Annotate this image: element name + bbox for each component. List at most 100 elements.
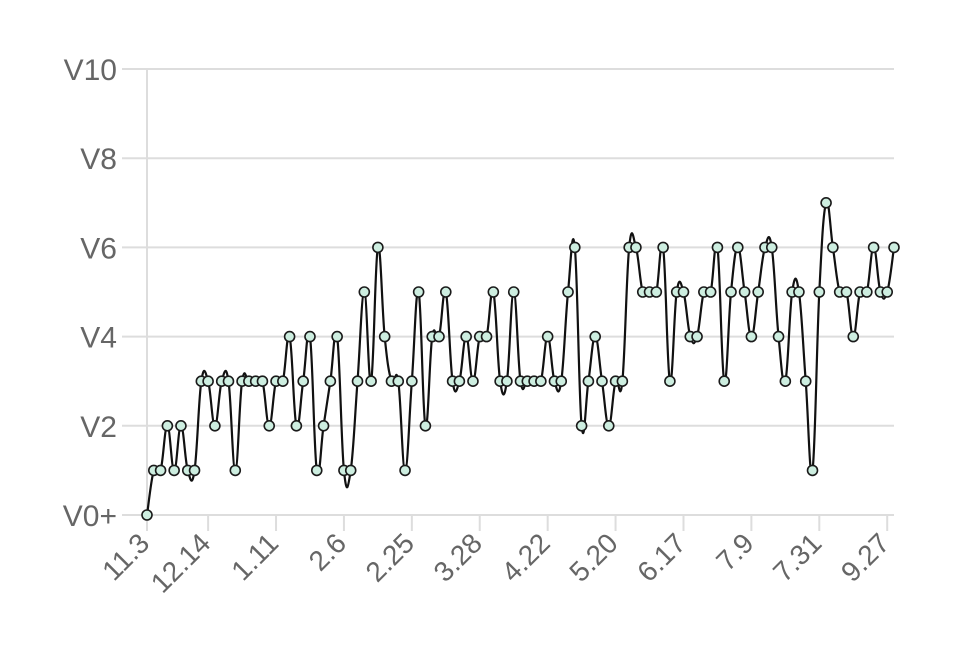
data-point bbox=[372, 241, 384, 254]
axis-layer bbox=[146, 69, 889, 531]
data-point bbox=[575, 419, 588, 432]
data-point bbox=[677, 286, 690, 298]
series-line bbox=[145, 200, 896, 516]
x-tick-label: 1.11 bbox=[225, 527, 284, 586]
data-point bbox=[419, 419, 432, 432]
data-point bbox=[813, 286, 826, 298]
data-point bbox=[365, 375, 377, 388]
data-point bbox=[487, 286, 500, 298]
y-tick-label: V4 bbox=[80, 322, 117, 355]
data-point bbox=[820, 197, 832, 209]
data-point bbox=[168, 464, 180, 477]
data-point bbox=[399, 464, 411, 477]
data-point bbox=[793, 286, 805, 298]
data-point bbox=[507, 286, 520, 298]
data-point bbox=[616, 375, 629, 388]
x-tick-label: 2.6 bbox=[303, 527, 352, 576]
data-point bbox=[765, 241, 778, 254]
data-point bbox=[229, 464, 242, 477]
data-point bbox=[664, 375, 676, 388]
data-point bbox=[358, 286, 371, 298]
data-point bbox=[467, 375, 479, 388]
data-point bbox=[562, 286, 574, 298]
data-point bbox=[847, 330, 860, 343]
data-point bbox=[392, 375, 405, 388]
data-point bbox=[433, 330, 445, 343]
y-tick-label: V10 bbox=[64, 54, 117, 87]
data-point bbox=[861, 286, 873, 298]
data-point bbox=[344, 464, 357, 477]
data-point bbox=[738, 286, 751, 298]
data-point bbox=[650, 286, 663, 298]
data-point bbox=[501, 375, 513, 388]
data-point bbox=[881, 286, 894, 298]
x-tick-label: 12.14 bbox=[145, 527, 216, 598]
data-point bbox=[752, 286, 764, 298]
data-point bbox=[704, 286, 717, 298]
data-point bbox=[806, 464, 819, 477]
data-point bbox=[175, 419, 187, 432]
data-point bbox=[331, 330, 343, 343]
data-point bbox=[406, 375, 418, 388]
x-tick-label: 2.25 bbox=[360, 527, 420, 587]
data-point bbox=[141, 509, 153, 521]
y-tick-label: V0+ bbox=[63, 500, 117, 533]
data-point bbox=[310, 464, 323, 477]
data-point bbox=[732, 241, 744, 254]
data-point bbox=[277, 375, 289, 388]
data-point bbox=[779, 375, 792, 388]
data-point bbox=[867, 241, 880, 254]
data-point bbox=[799, 375, 812, 388]
data-point bbox=[453, 375, 466, 388]
data-point bbox=[718, 375, 731, 388]
data-point bbox=[657, 241, 669, 254]
data-point bbox=[772, 330, 785, 343]
data-point bbox=[555, 375, 568, 388]
data-point bbox=[602, 419, 615, 432]
data-point bbox=[317, 419, 330, 432]
data-point bbox=[222, 375, 235, 388]
data-point bbox=[188, 464, 201, 477]
x-tick-label: 4.22 bbox=[495, 527, 555, 587]
x-tick-label: 6.17 bbox=[631, 527, 691, 587]
data-point bbox=[460, 330, 472, 343]
data-point bbox=[439, 286, 452, 298]
y-tick-label: V6 bbox=[80, 232, 117, 265]
data-point bbox=[745, 330, 758, 343]
data-point bbox=[378, 330, 391, 343]
data-point bbox=[630, 241, 642, 254]
data-point bbox=[589, 330, 602, 343]
data-point bbox=[582, 375, 595, 388]
grid-layer bbox=[122, 68, 894, 516]
data-point bbox=[888, 241, 900, 254]
data-point bbox=[161, 419, 174, 432]
x-tick-label: 3.28 bbox=[428, 527, 488, 587]
data-point bbox=[209, 419, 221, 432]
data-point bbox=[596, 375, 608, 388]
data-point bbox=[535, 375, 547, 388]
y-tick-labels: V0+ V2 V4 V6 V8 V10 bbox=[63, 54, 117, 533]
data-point bbox=[480, 330, 493, 343]
data-point bbox=[263, 419, 276, 432]
data-point bbox=[324, 375, 337, 388]
data-point bbox=[202, 375, 214, 388]
data-point bbox=[725, 286, 737, 298]
data-point bbox=[290, 419, 303, 432]
y-tick-label: V2 bbox=[80, 411, 117, 444]
data-point bbox=[154, 464, 167, 477]
data-point bbox=[297, 375, 309, 388]
data-points-layer bbox=[141, 197, 900, 521]
x-tick-label: 5.20 bbox=[563, 527, 623, 587]
x-tick-labels: 11.312.14 1.11 2.6 2.25 3.28 4.22 5.20 6.17 7.9 7… bbox=[96, 527, 895, 598]
data-point bbox=[541, 330, 554, 343]
x-tick-label: 7.9 bbox=[710, 527, 759, 576]
data-point bbox=[412, 286, 425, 298]
data-point bbox=[840, 286, 853, 298]
x-tick-label: 9.27 bbox=[835, 527, 895, 587]
x-tick-label: 7.31 bbox=[767, 527, 827, 587]
data-point bbox=[283, 330, 296, 343]
data-point bbox=[711, 241, 724, 254]
data-point bbox=[827, 241, 839, 254]
